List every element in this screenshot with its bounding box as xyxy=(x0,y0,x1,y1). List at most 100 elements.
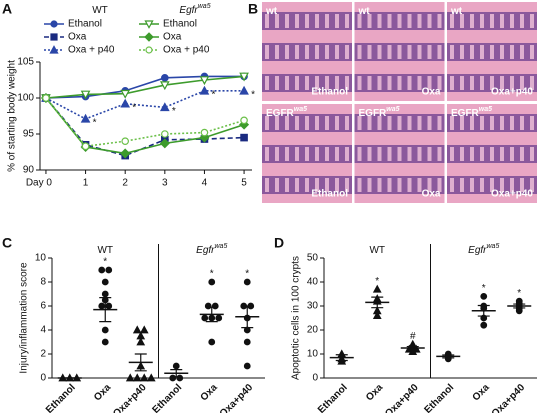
crypt xyxy=(460,14,464,28)
marker xyxy=(480,321,488,329)
x-tick-label: Ethanol xyxy=(151,382,185,413)
marker xyxy=(139,325,149,334)
sem-bar xyxy=(442,354,455,359)
legend-header: Egfrwa5 xyxy=(179,3,210,16)
x-tick-label: Oxa xyxy=(471,382,492,403)
crypt xyxy=(367,147,372,161)
marker xyxy=(176,374,184,382)
crypt xyxy=(325,76,329,90)
label-sup: wa5 xyxy=(215,243,228,250)
crypt xyxy=(285,178,289,192)
genotype-text: wt xyxy=(358,6,371,17)
y-tick-label: 95 xyxy=(23,129,35,140)
x-tick-label: 5 xyxy=(241,178,247,189)
panel-letter: B xyxy=(248,1,258,17)
crypt xyxy=(295,178,299,192)
sem-bar xyxy=(134,353,147,372)
crypt xyxy=(387,116,392,130)
crypt xyxy=(450,14,454,28)
marker xyxy=(408,346,418,355)
crypt xyxy=(275,14,279,28)
crypt xyxy=(470,178,474,192)
crypt xyxy=(520,116,524,130)
crypt xyxy=(427,178,432,192)
genotype-text: wt xyxy=(265,6,278,17)
marker xyxy=(101,326,109,334)
genotype-sup: wa5 xyxy=(294,106,307,113)
label-text: WT xyxy=(97,245,113,256)
sem-bar xyxy=(170,369,183,378)
sem-bar xyxy=(477,304,490,317)
label-sup: wa5 xyxy=(487,243,500,250)
crypt xyxy=(417,14,422,28)
crypt xyxy=(437,45,442,59)
crypt xyxy=(490,178,494,192)
crypt xyxy=(275,45,279,59)
crypt xyxy=(510,14,514,28)
y-tick-label: 4 xyxy=(40,325,46,336)
tile-genotype: EGFRwa5 xyxy=(266,106,307,119)
tile-genotype: wt xyxy=(450,6,463,17)
marker xyxy=(239,85,249,95)
crypt xyxy=(530,147,534,161)
crypt xyxy=(285,45,289,59)
marker xyxy=(101,338,109,346)
x-tick-label: Ethanol xyxy=(423,382,457,413)
group-label: WT xyxy=(97,245,113,256)
crypt xyxy=(305,147,309,161)
crypt xyxy=(335,45,339,59)
crypt xyxy=(407,45,412,59)
marker xyxy=(80,90,91,100)
crypt xyxy=(490,116,494,130)
crypt xyxy=(315,76,319,90)
crypt xyxy=(510,178,514,192)
crypt xyxy=(295,76,299,90)
sem-bar xyxy=(335,354,348,362)
crypt xyxy=(305,45,309,59)
marker xyxy=(161,130,169,138)
x-tick-label: Oxa+p40 xyxy=(383,382,421,413)
marker xyxy=(120,89,131,99)
crypt xyxy=(275,116,279,130)
crypt xyxy=(265,76,269,90)
crypt xyxy=(387,45,392,59)
significance-mark: * xyxy=(210,269,214,280)
y-axis-label: % of starting body weight xyxy=(7,60,18,172)
crypt xyxy=(397,45,402,59)
crypt xyxy=(460,178,464,192)
label-text: Egfr xyxy=(468,245,487,256)
x-tick-label: Ethanol xyxy=(316,382,350,413)
crypt xyxy=(325,14,329,28)
y-tick-label: 0 xyxy=(40,373,46,384)
group-label: Egfrwa5 xyxy=(196,243,227,256)
crypt xyxy=(397,116,402,130)
crypt xyxy=(460,116,464,130)
crypt xyxy=(357,147,362,161)
legend-marker xyxy=(144,32,154,42)
tile-genotype: EGFRwa5 xyxy=(451,106,492,119)
legend-label: Oxa + p40 xyxy=(68,45,115,56)
crypt xyxy=(500,116,504,130)
marker xyxy=(215,314,223,322)
y-tick-label: 105 xyxy=(17,57,34,68)
marker xyxy=(239,72,249,82)
y-tick-label: 40 xyxy=(307,277,319,288)
marker xyxy=(105,266,113,274)
x-tick-label: Day 0 xyxy=(26,178,53,189)
crypt xyxy=(480,76,484,90)
crypt xyxy=(397,14,402,28)
tile-treatment: Ethanol xyxy=(311,189,348,200)
crypt xyxy=(460,76,464,90)
tile-genotype: wt xyxy=(358,6,371,17)
crypt xyxy=(325,45,329,59)
crypt xyxy=(427,76,432,90)
crypt xyxy=(500,178,504,192)
marker xyxy=(172,362,180,370)
crypt xyxy=(427,147,432,161)
crypt xyxy=(305,178,309,192)
crypt xyxy=(460,147,464,161)
crypt xyxy=(480,147,484,161)
marker xyxy=(132,373,142,382)
crypt xyxy=(480,178,484,192)
